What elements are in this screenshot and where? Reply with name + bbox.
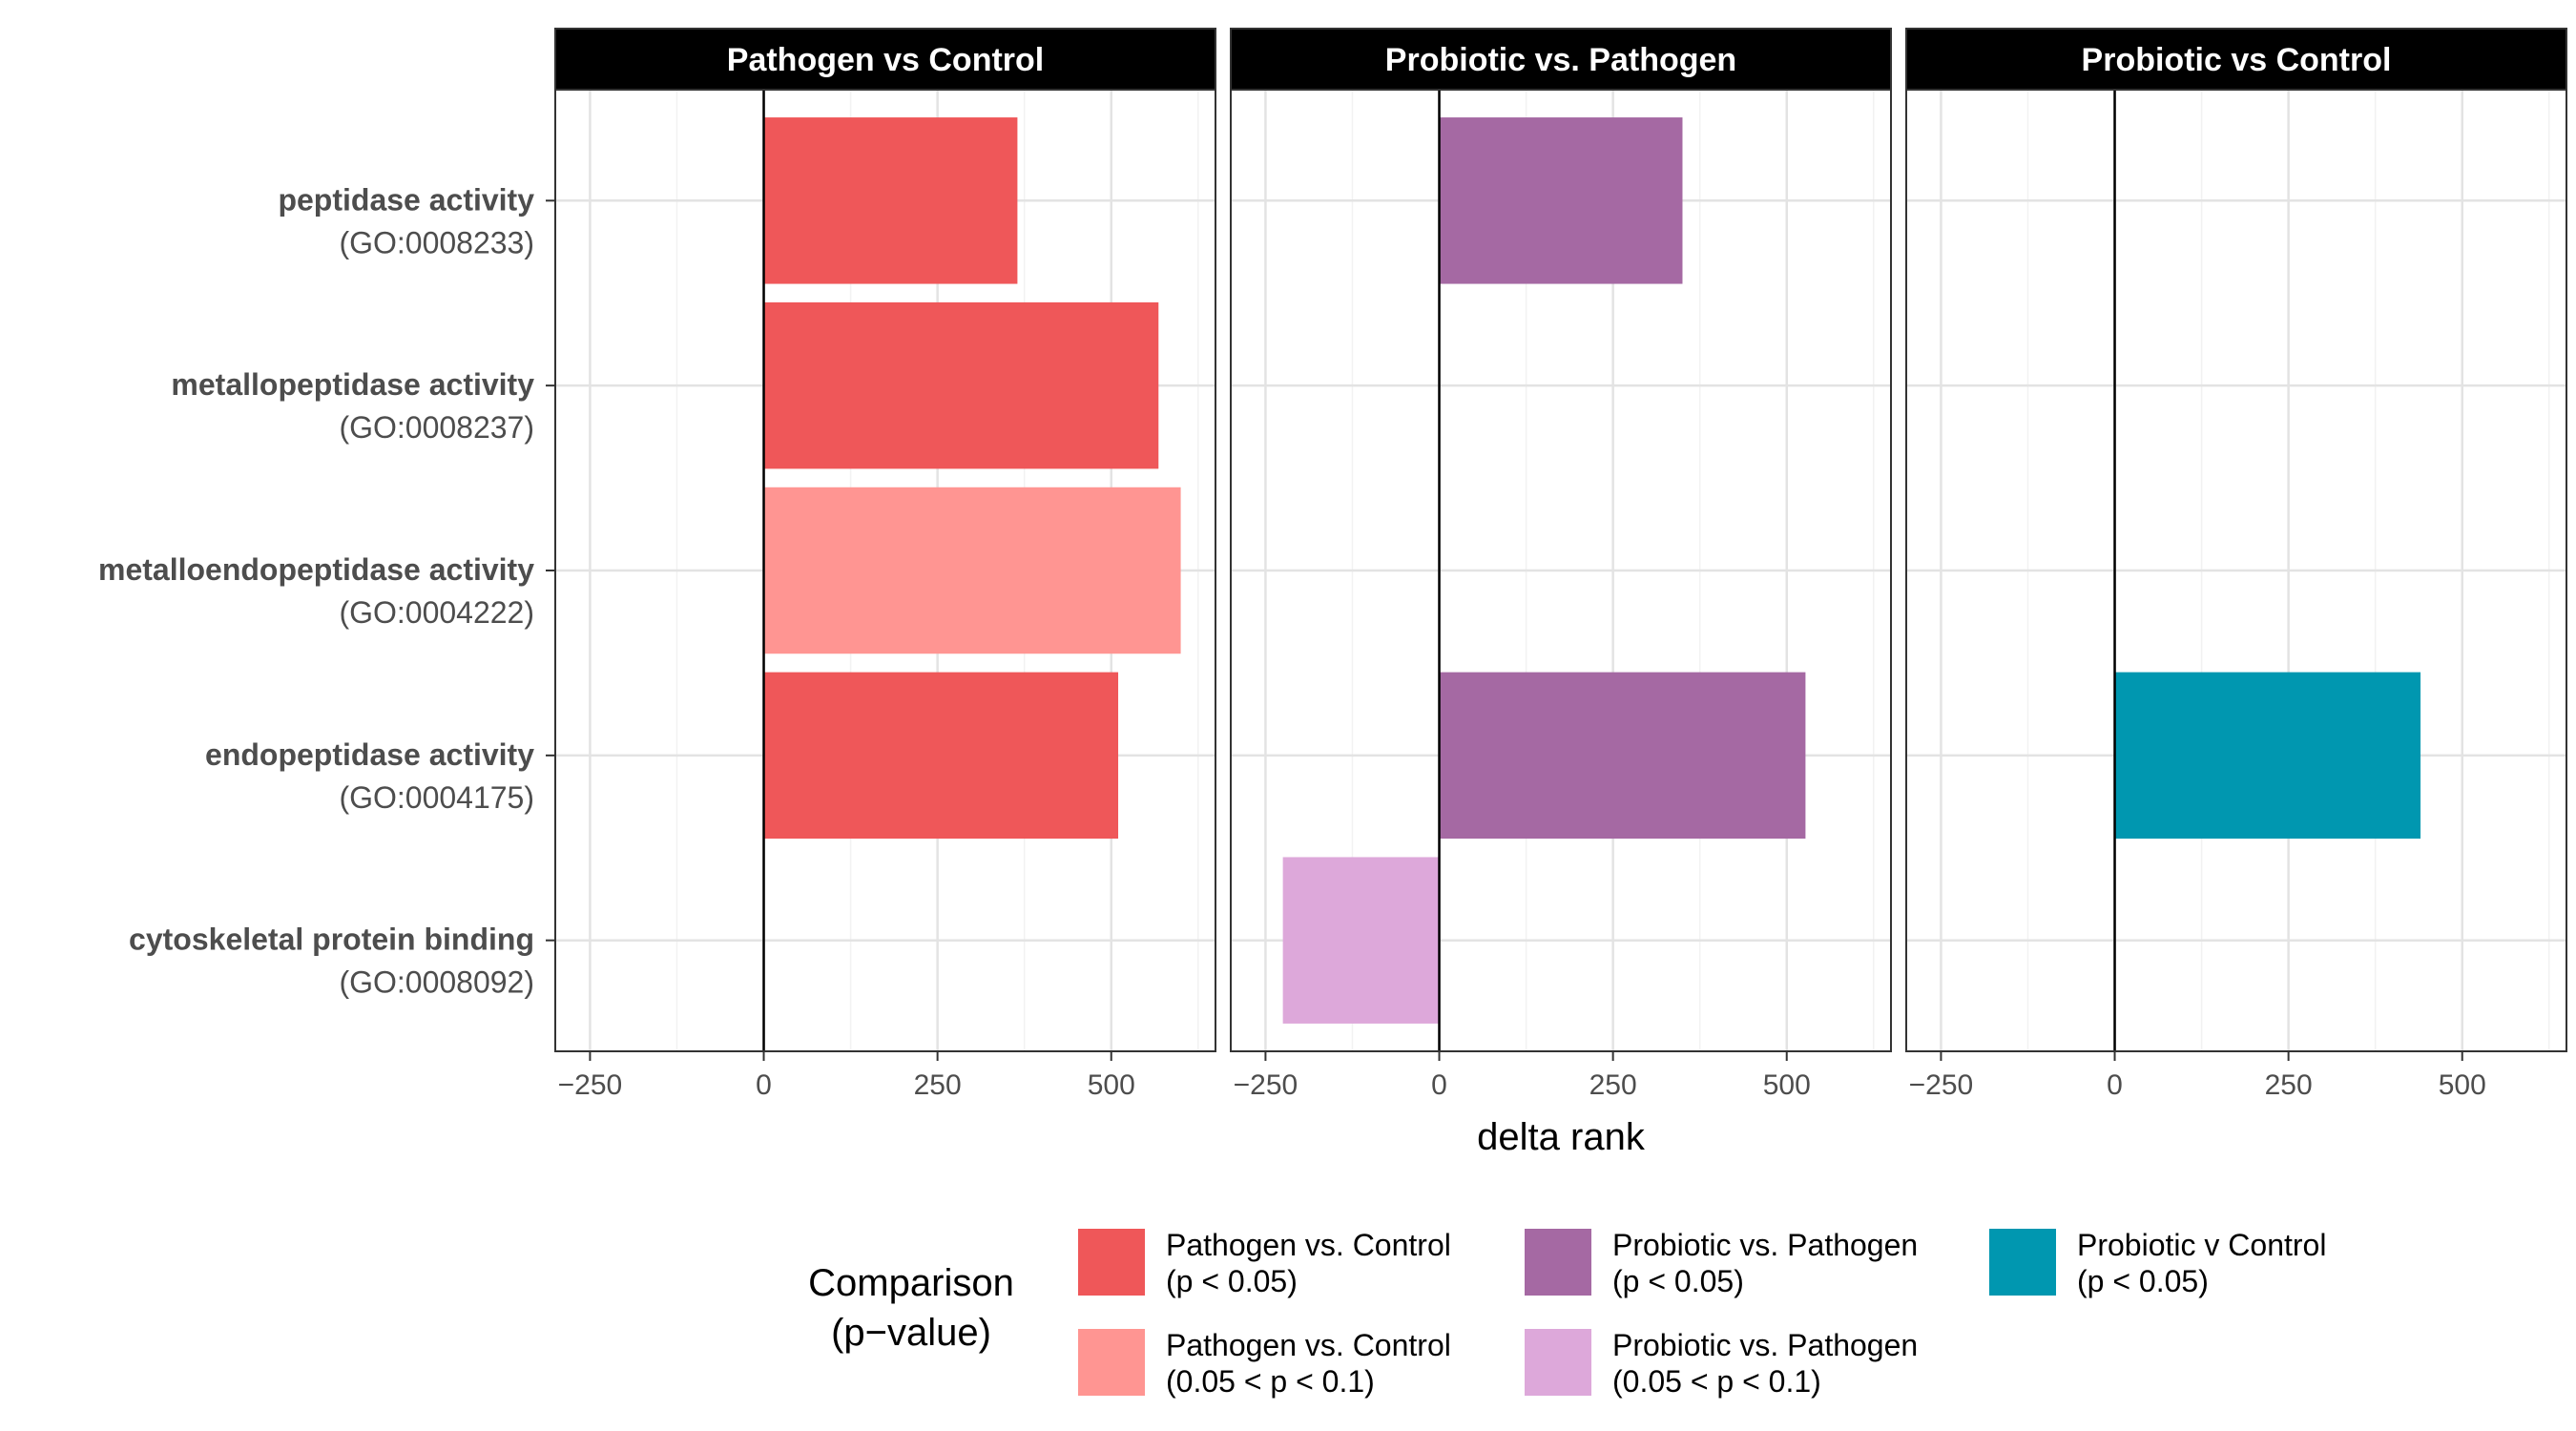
- x-tick-label: 500: [2439, 1069, 2486, 1101]
- y-tick-label-name: endopeptidase activity: [205, 737, 534, 772]
- bar-metalloendopeptidase-activity: [763, 487, 1181, 654]
- x-tick-label: −250: [1234, 1069, 1298, 1101]
- legend-label-pvalue: (p < 0.05): [2077, 1264, 2209, 1298]
- x-tick-label: 500: [1763, 1069, 1811, 1101]
- panel-3: Probiotic vs Control −250 0 250 500: [1905, 28, 2567, 1101]
- legend-item: Probiotic v Control(p < 0.05): [1989, 1228, 2326, 1298]
- y-tick-label-id: (GO:0004175): [339, 780, 534, 815]
- y-tick-label-name: metallopeptidase activity: [171, 367, 534, 402]
- x-tick-label: 0: [2107, 1069, 2123, 1101]
- x-tick-label: 0: [756, 1069, 772, 1101]
- y-tick-label-name: peptidase activity: [278, 182, 534, 217]
- x-tick-label: 500: [1088, 1069, 1135, 1101]
- legend-item: Probiotic vs. Pathogen(0.05 < p < 0.1): [1525, 1328, 1918, 1399]
- legend-key: [1078, 1329, 1145, 1396]
- legend-label-pvalue: (0.05 < p < 0.1): [1166, 1364, 1375, 1399]
- facet-title: Probiotic vs Control: [2082, 42, 2392, 78]
- x-tick-label: 250: [1589, 1069, 1637, 1101]
- bar-endopeptidase-activity: [2114, 672, 2421, 840]
- facet-title: Probiotic vs. Pathogen: [1385, 42, 1736, 78]
- x-tick-label: −250: [558, 1069, 623, 1101]
- bar-metallopeptidase-activity: [763, 301, 1159, 469]
- panel-1: Pathogen vs Control −250 0 250 500: [554, 28, 1216, 1101]
- y-tick-label-id: (GO:0008092): [339, 965, 534, 1000]
- y-tick-label-name: metalloendopeptidase activity: [98, 552, 534, 587]
- y-tick-label-id: (GO:0008233): [339, 225, 534, 259]
- legend-key: [1525, 1229, 1591, 1296]
- legend-key: [1525, 1329, 1591, 1396]
- x-axis-title: delta rank: [1477, 1116, 1646, 1158]
- legend-label: Probiotic vs. Pathogen: [1612, 1328, 1918, 1362]
- y-tick-label-name: cytoskeletal protein binding: [129, 923, 534, 957]
- bar-endopeptidase-activity: [763, 672, 1119, 840]
- facet-title: Pathogen vs Control: [727, 42, 1044, 78]
- legend-item: Pathogen vs. Control(0.05 < p < 0.1): [1078, 1328, 1451, 1399]
- legend-item: Pathogen vs. Control(p < 0.05): [1078, 1228, 1451, 1298]
- legend-label: Probiotic vs. Pathogen: [1612, 1228, 1918, 1262]
- legend: Comparison(p−value)Pathogen vs. Control(…: [808, 1228, 2326, 1399]
- legend-item: Probiotic vs. Pathogen(p < 0.05): [1525, 1228, 1918, 1298]
- x-tick-label: 250: [2265, 1069, 2313, 1101]
- y-tick-label-id: (GO:0008237): [339, 410, 534, 445]
- legend-key: [1989, 1229, 2056, 1296]
- facet-strip: [1905, 28, 2567, 91]
- legend-label-pvalue: (0.05 < p < 0.1): [1612, 1364, 1821, 1399]
- panel-2: Probiotic vs. Pathogen −250 0 250 500: [1230, 28, 1892, 1101]
- y-tick-label-id: (GO:0004222): [339, 595, 534, 630]
- legend-title: Comparison: [808, 1262, 1014, 1304]
- facet-strip: [554, 28, 1216, 91]
- legend-label: Pathogen vs. Control: [1166, 1228, 1451, 1262]
- legend-key: [1078, 1229, 1145, 1296]
- legend-label: Pathogen vs. Control: [1166, 1328, 1451, 1362]
- bar-peptidase-activity: [1439, 117, 1683, 284]
- x-tick-label: 250: [914, 1069, 962, 1101]
- legend-title: (p−value): [831, 1312, 991, 1354]
- bar-peptidase-activity: [763, 117, 1018, 284]
- bar-endopeptidase-activity: [1439, 672, 1806, 840]
- legend-label: Probiotic v Control: [2077, 1228, 2326, 1262]
- x-tick-label: −250: [1909, 1069, 1974, 1101]
- bar-cytoskeletal-protein-binding: [1282, 857, 1440, 1024]
- legend-label-pvalue: (p < 0.05): [1612, 1264, 1744, 1298]
- legend-label-pvalue: (p < 0.05): [1166, 1264, 1298, 1298]
- facet-strip: [1230, 28, 1892, 91]
- x-tick-label: 0: [1431, 1069, 1447, 1101]
